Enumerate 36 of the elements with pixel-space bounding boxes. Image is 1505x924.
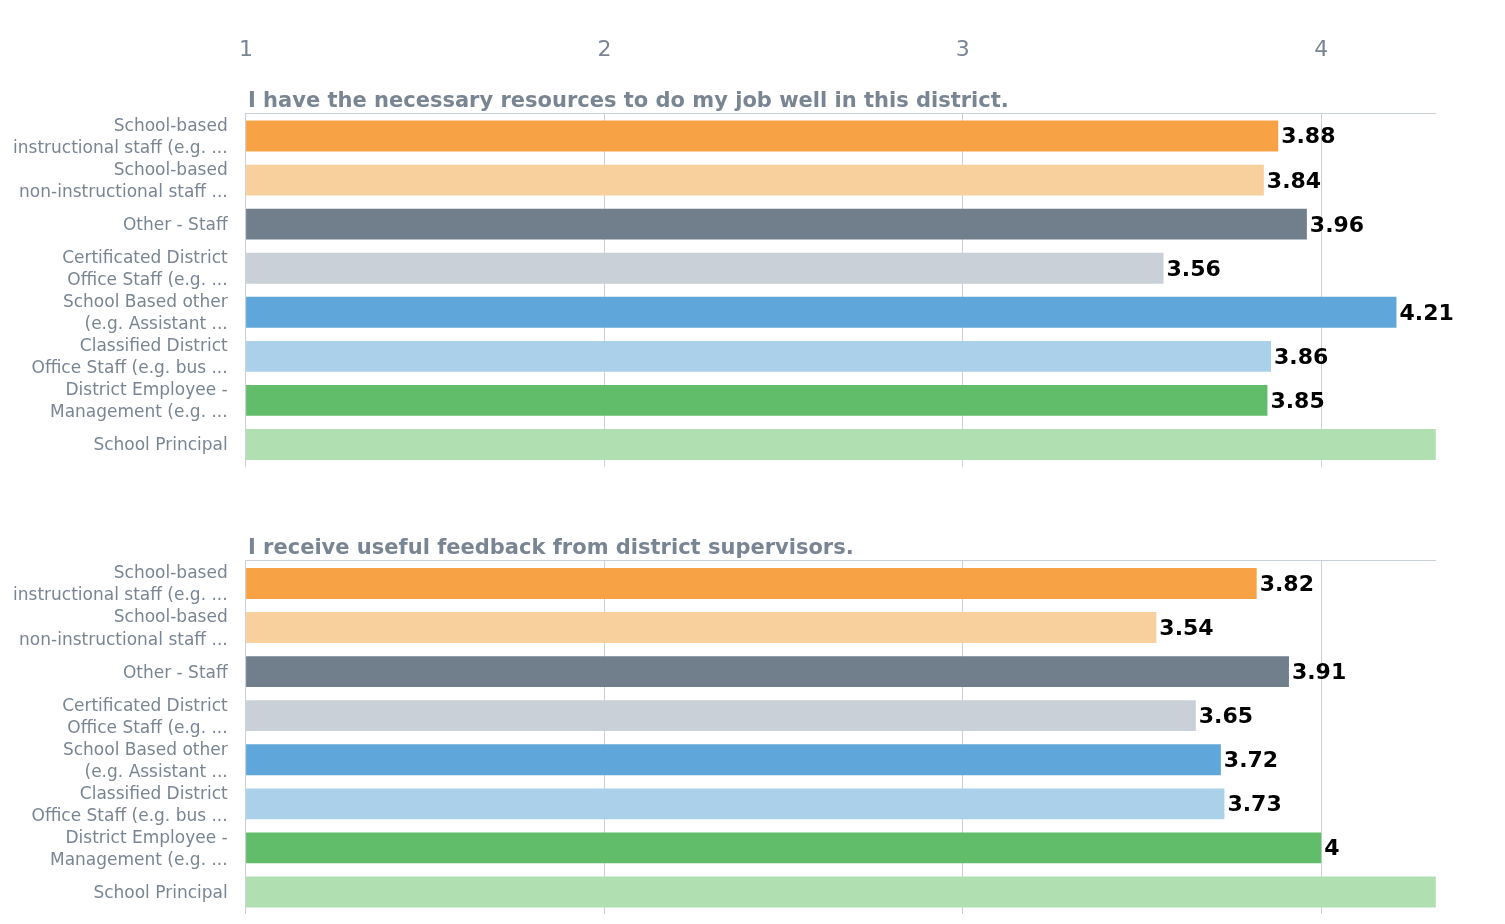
data-label: 3.65 — [1198, 703, 1254, 729]
y-tick-label: School Based other (e.g. Assistant ... — [62, 738, 228, 781]
y-tick-label: Other - Staff — [122, 661, 229, 682]
data-label: 3.96 — [1309, 211, 1365, 237]
y-tick-label: District Employee - Management (e.g. ... — [49, 826, 228, 869]
data-label: 3.88 — [1281, 123, 1336, 149]
x-tick-label: 2 — [597, 36, 612, 62]
y-tick-label: School-based non-instructional staff ... — [19, 606, 228, 649]
y-tick-label: School Principal — [93, 881, 228, 902]
y-tick-label: Classified District Office Staff (e.g. bus ... — [31, 335, 229, 378]
data-label: 4.21 — [1399, 299, 1454, 325]
data-label: 3.84 — [1266, 167, 1322, 193]
data-label: 3.86 — [1274, 343, 1329, 369]
data-label: 3.82 — [1259, 570, 1314, 596]
x-tick-label: 3 — [955, 36, 970, 62]
data-label: 4 — [1324, 835, 1340, 861]
chart-title: I receive useful feedback from district supervisors. — [248, 535, 854, 559]
y-tick-label: Classified District Office Staff (e.g. bus ... — [31, 782, 229, 825]
data-label: 3.56 — [1166, 255, 1221, 281]
y-tick-label: School Principal — [93, 434, 228, 455]
y-tick-label: School-based instructional staff (e.g. ... — [13, 562, 228, 605]
data-label: 3.72 — [1223, 747, 1279, 773]
y-tick-label: Certificated District Office Staff (e.g. ... — [62, 247, 229, 290]
data-label: 3.73 — [1227, 791, 1282, 817]
data-label: 3.54 — [1159, 615, 1214, 641]
y-tick-label: District Employee - Management (e.g. ... — [49, 379, 228, 422]
y-tick-label: School-based instructional staff (e.g. ... — [13, 114, 228, 157]
chart-title: I have the necessary resources to do my job well in this district. — [248, 88, 1009, 112]
y-tick-label: School-based non-instructional staff ... — [19, 158, 228, 202]
y-tick-label: Other - Staff — [122, 214, 229, 235]
x-tick-label: 4 — [1314, 36, 1329, 62]
data-label: 3.91 — [1291, 659, 1347, 685]
data-label: 3.85 — [1270, 387, 1325, 413]
y-tick-label: School Based other (e.g. Assistant ... — [62, 291, 228, 334]
x-tick-label: 1 — [239, 36, 254, 62]
y-tick-label: Certificated District Office Staff (e.g. ... — [62, 694, 229, 737]
